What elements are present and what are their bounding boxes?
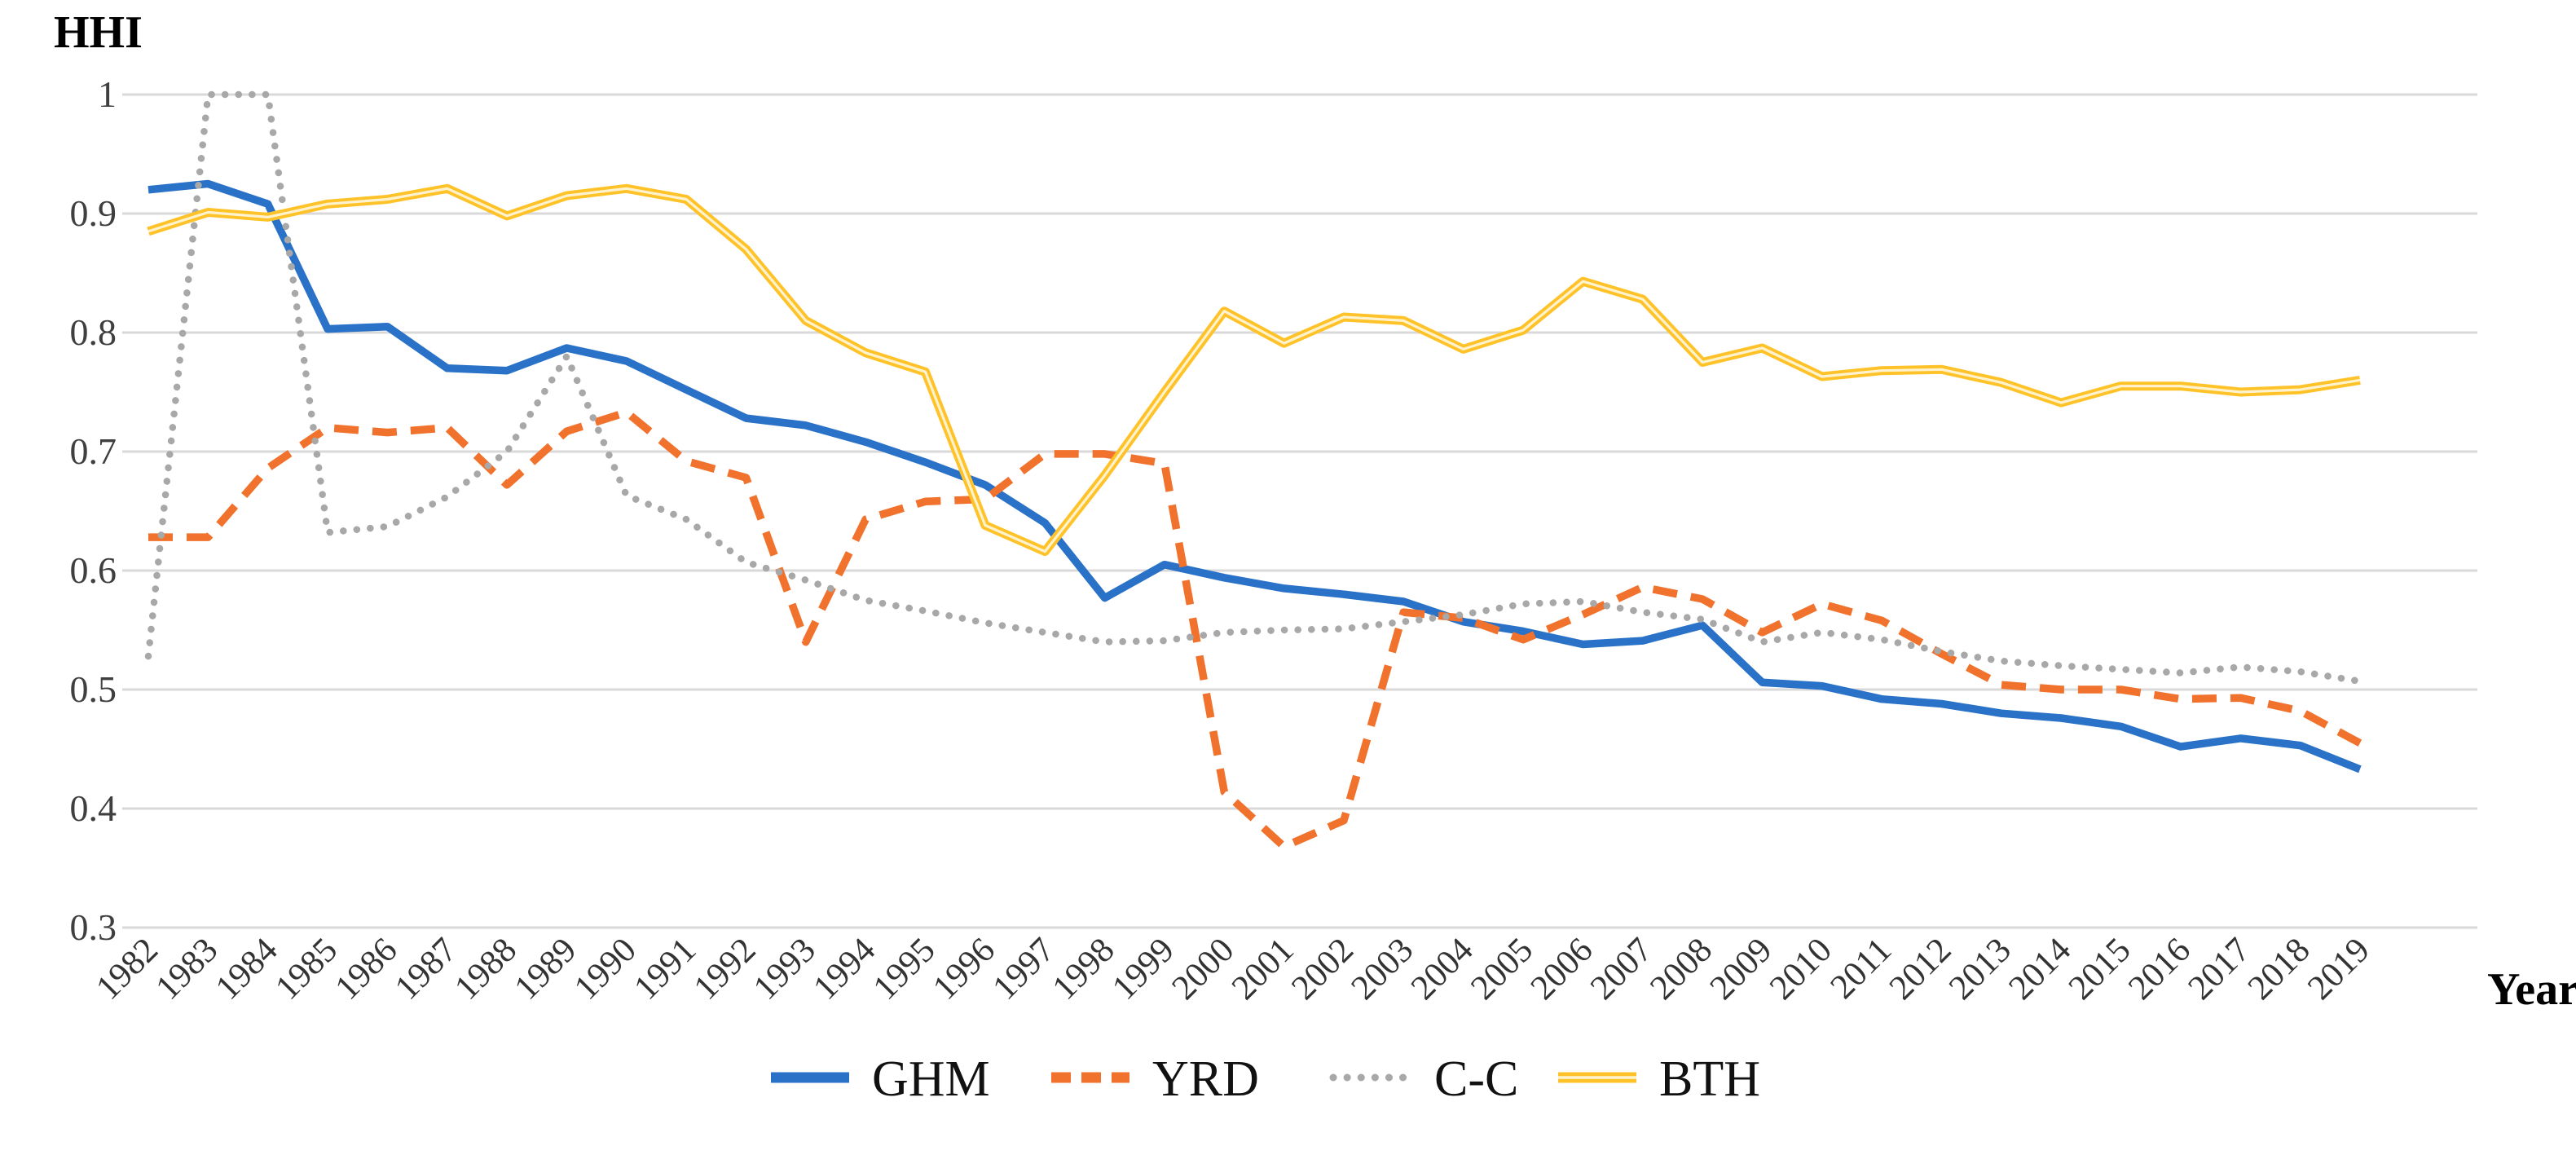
x-tick-label: 1996 (926, 931, 1002, 1007)
legend-item-C-C: C-C (1329, 1051, 1518, 1107)
x-tick-label: 2009 (1702, 931, 1779, 1007)
x-tick-label: 1993 (746, 931, 823, 1007)
x-tick-label: 2008 (1643, 931, 1720, 1007)
x-tick-label: 2007 (1583, 931, 1660, 1007)
x-tick-label: 1998 (1046, 931, 1122, 1007)
x-tick-label: 2013 (1942, 931, 2019, 1007)
legend-item-GHM: GHM (771, 1051, 990, 1107)
legend-label-GHM: GHM (872, 1051, 990, 1107)
y-tick-label: 0.3 (70, 906, 117, 948)
x-tick-label: 1992 (687, 931, 764, 1007)
x-tick-label: 1997 (985, 931, 1062, 1007)
x-tick-label: 2014 (2001, 931, 2078, 1007)
x-tick-label: 2018 (2241, 931, 2318, 1007)
x-tick-label: 1986 (328, 931, 404, 1007)
y-tick-label: 0.7 (70, 430, 117, 472)
x-tick-label: 1999 (1105, 931, 1182, 1007)
x-tick-label: 2017 (2181, 931, 2257, 1007)
legend-label-YRD: YRD (1152, 1051, 1259, 1107)
y-tick-label: 0.5 (70, 668, 117, 710)
x-tick-label: 2015 (2062, 931, 2138, 1007)
x-tick-label: 2005 (1464, 931, 1540, 1007)
series-lines (144, 90, 2364, 851)
y-tick-label: 0.6 (70, 549, 117, 591)
y-tick-label: 0.8 (70, 311, 117, 353)
x-tick-label: 1985 (268, 931, 345, 1007)
series-line-GHM (148, 179, 2362, 774)
x-tick-label: 1995 (866, 931, 943, 1007)
legend-item-YRD: YRD (1051, 1051, 1259, 1107)
y-axis-title: HHI (54, 7, 143, 58)
y-tick-label: 0.4 (70, 787, 117, 829)
x-tick-label: 2006 (1523, 931, 1600, 1007)
gridlines (122, 93, 2477, 929)
x-tick-label: 1989 (507, 931, 583, 1007)
series-line-core-BTH (148, 187, 2361, 553)
y-tick-label: 0.9 (70, 192, 117, 234)
legend: GHM YRD C-C BTH (771, 1051, 1760, 1107)
x-tick-label: 2010 (1763, 931, 1839, 1007)
series-line-YRD (148, 408, 2362, 851)
legend-label-BTH: BTH (1659, 1051, 1760, 1107)
x-tick-label: 2019 (2301, 931, 2377, 1007)
legend-item-BTH: BTH (1558, 1051, 1760, 1107)
x-tick-label: 2000 (1165, 931, 1241, 1007)
x-tick-label: 1994 (806, 931, 883, 1007)
x-axis-title: Year (2487, 964, 2576, 1015)
x-tick-label: 1990 (567, 931, 644, 1007)
series-line-C-C (144, 90, 2364, 685)
y-tick-label: 1 (98, 73, 117, 115)
x-tick-label: 2002 (1284, 931, 1361, 1007)
x-tick-label: 2016 (2121, 931, 2198, 1007)
x-tick-label: 2003 (1344, 931, 1420, 1007)
legend-label-C-C: C-C (1434, 1051, 1518, 1107)
x-tick-label: 2011 (1823, 931, 1899, 1007)
x-tick-label: 2001 (1225, 931, 1301, 1007)
x-axis-labels: 1982198319841985198619871988198919901991… (89, 931, 2377, 1007)
x-tick-label: 1991 (627, 931, 703, 1007)
y-axis-labels: 1 0.9 0.8 0.7 0.6 0.5 0.4 0.3 (70, 73, 117, 948)
x-tick-label: 1984 (209, 931, 285, 1007)
x-tick-label: 1987 (388, 931, 465, 1007)
x-tick-label: 2012 (1882, 931, 1959, 1007)
x-tick-label: 1988 (447, 931, 524, 1007)
x-tick-label: 1983 (148, 931, 225, 1007)
x-tick-label: 2004 (1404, 931, 1481, 1007)
